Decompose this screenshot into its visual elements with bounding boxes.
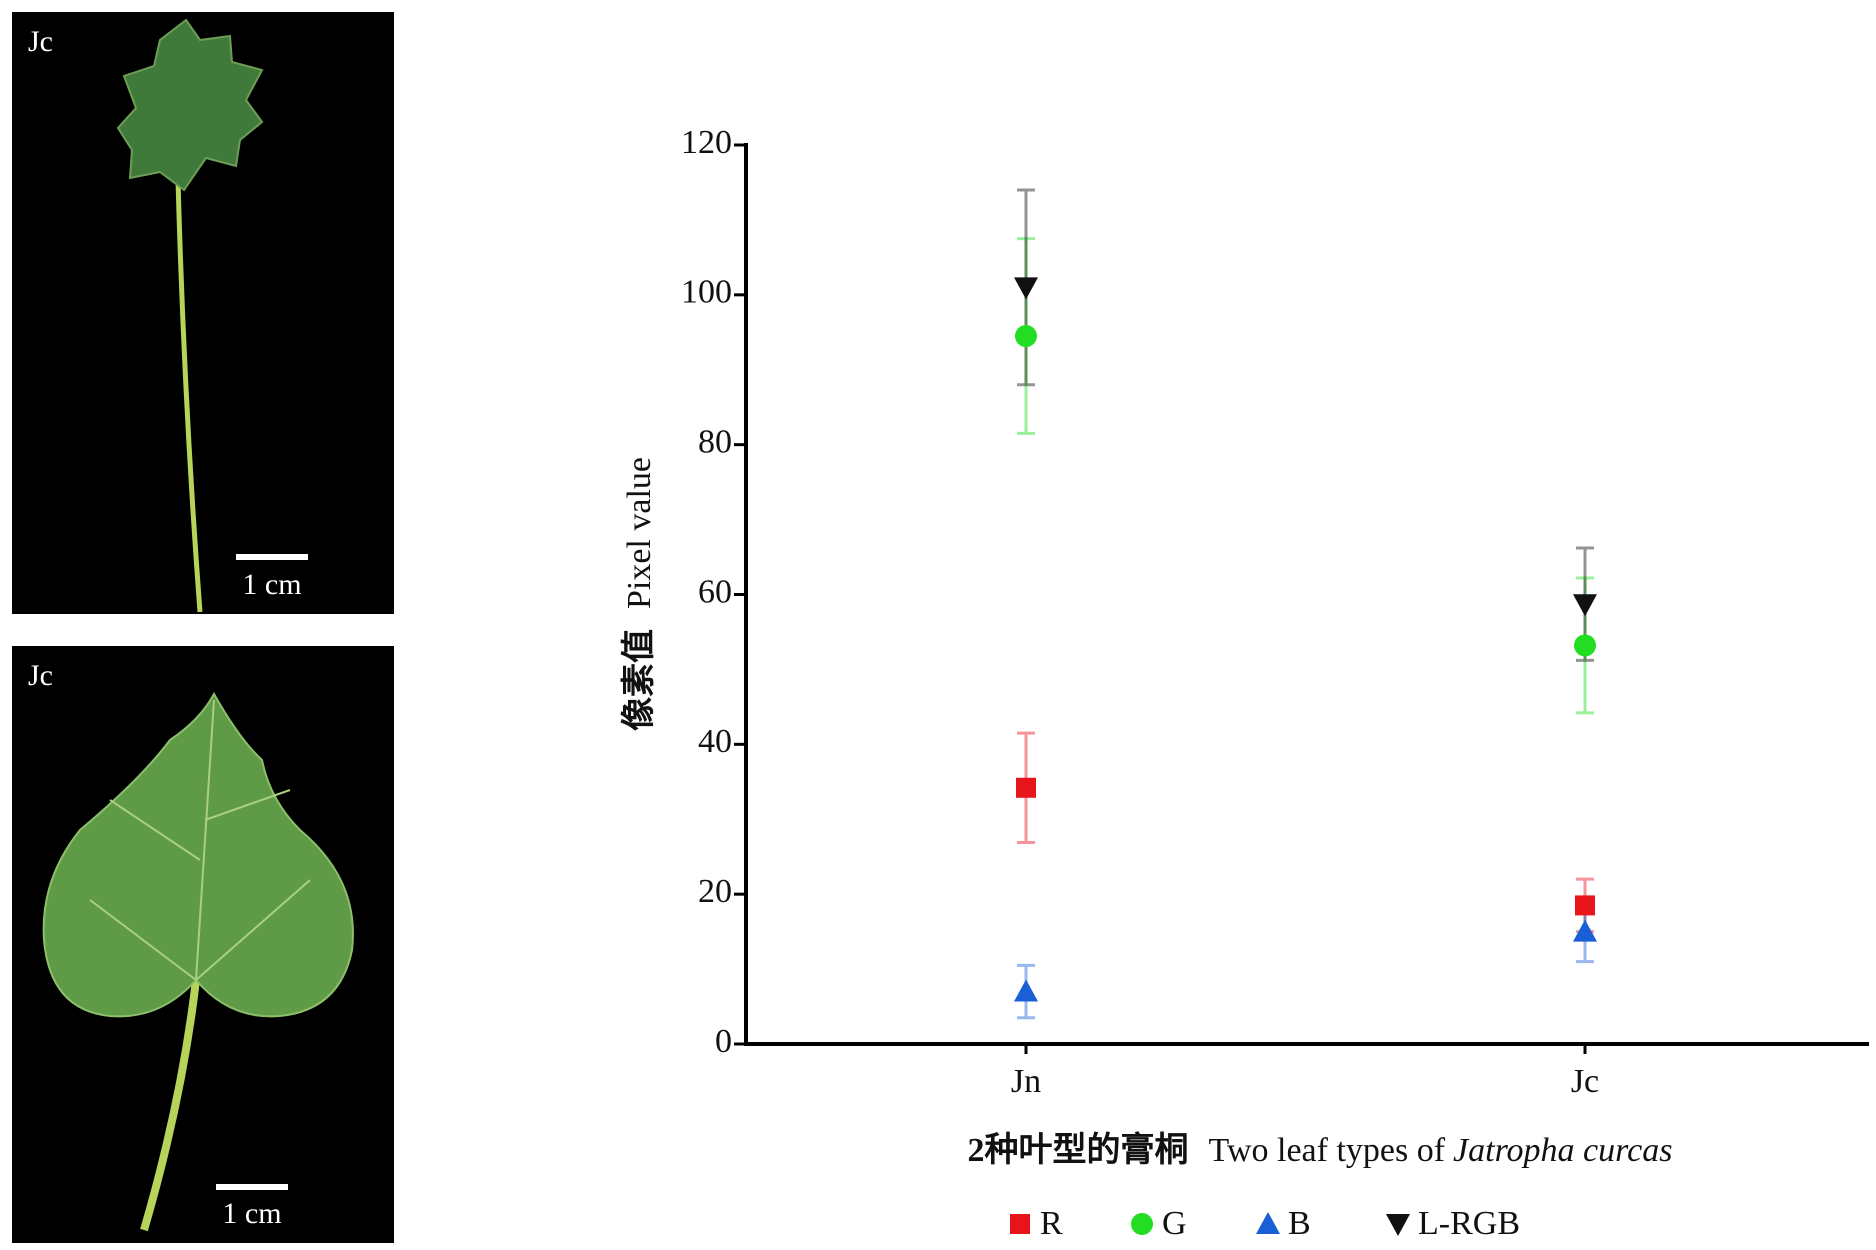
photo-panel: Jc 1 cm [12, 646, 394, 1243]
y-tick-label: 80 [698, 423, 732, 460]
legend-marker [1256, 1212, 1280, 1234]
x-axis-title-zh: 2种叶型的膏桐 [968, 1130, 1189, 1169]
legend-marker [1131, 1213, 1153, 1235]
leaf-stalk [175, 179, 203, 613]
point [1015, 325, 1037, 348]
legend-label: G [1162, 1205, 1187, 1242]
legend-marker [1386, 1214, 1410, 1236]
legend-label: L-RGB [1418, 1205, 1520, 1242]
x-axis-title: 2种叶型的膏桐 Two leaf types of Jatropha curcas [968, 1130, 1673, 1169]
y-tick-label: 20 [698, 873, 732, 910]
legend-marker [1010, 1214, 1030, 1234]
leaf-stalk [140, 979, 200, 1232]
scale-bar [236, 554, 308, 560]
y-tick-label: 40 [698, 723, 732, 760]
point [1014, 277, 1038, 300]
scale-label: 1 cm [242, 568, 301, 601]
y-tick-label: 60 [698, 573, 732, 610]
point [1573, 919, 1597, 942]
point [1016, 777, 1036, 798]
y-axis-title-en: Pixel value [621, 457, 658, 609]
x-tick-label: Jc [1571, 1063, 1599, 1100]
point [1014, 979, 1038, 1002]
scale-bar [216, 1184, 288, 1190]
panel-label: Jc [28, 659, 53, 692]
x-axis-title-en: Two leaf types of [1209, 1132, 1446, 1169]
scale-label: 1 cm [222, 1197, 281, 1230]
legend-label: B [1288, 1205, 1311, 1242]
photo-panel: Jc 1 cm [12, 12, 394, 614]
x-axis-title-italic: Jatropha curcas [1453, 1132, 1672, 1169]
leaf-vein [89, 699, 311, 981]
point [1573, 594, 1597, 617]
y-tick-label: 120 [681, 124, 732, 161]
y-axis-title: 像素值 Pixel value [620, 457, 658, 731]
legend-label: R [1040, 1205, 1063, 1242]
y-axis-title-zh: 像素值 [620, 629, 658, 731]
y-tick-label: 0 [715, 1023, 732, 1060]
y-tick-label: 100 [681, 274, 732, 311]
point [1575, 895, 1595, 916]
point [1574, 634, 1596, 657]
x-tick-label: Jn [1011, 1063, 1041, 1100]
panel-label: Jc [28, 25, 53, 58]
leaf [116, 18, 264, 192]
